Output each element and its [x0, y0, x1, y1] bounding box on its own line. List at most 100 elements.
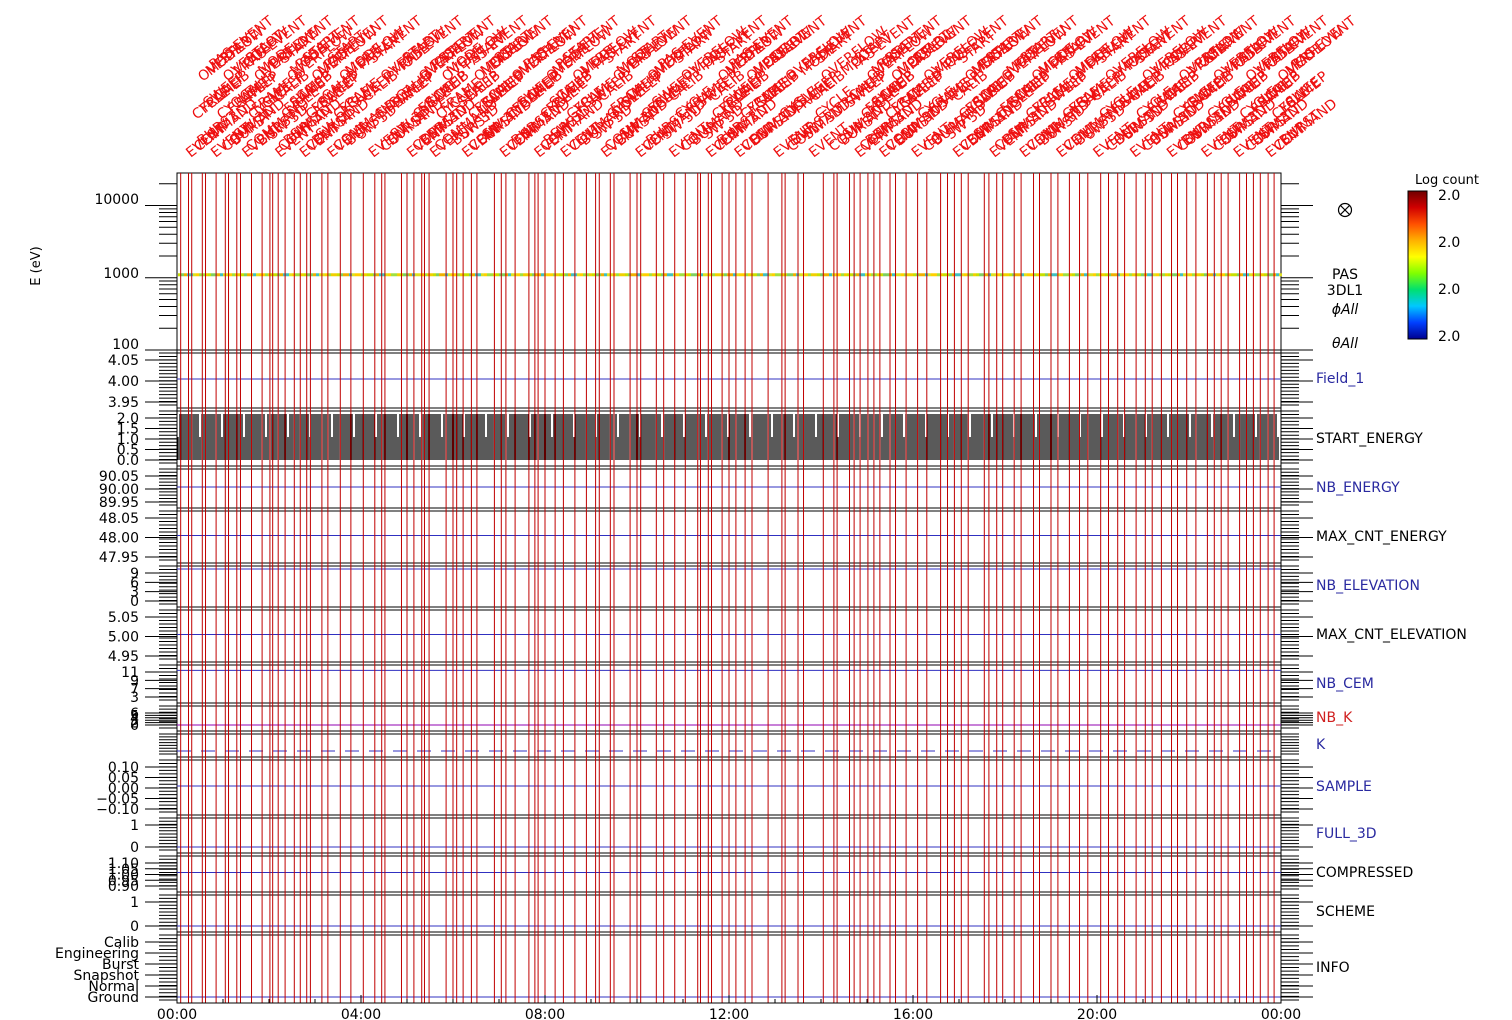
spectrogram-cell [898, 273, 901, 277]
panel-field-1: 4.05 4.00 3.95 Field_1 [108, 349, 1364, 411]
spectrogram-cell [1036, 273, 1039, 277]
time-tick-label: 04:00 [341, 1007, 381, 1020]
spectrogram-cell [1024, 273, 1027, 277]
spectrogram-cell [979, 273, 982, 277]
spectrogram-cell [1186, 273, 1189, 277]
spectrogram-cell [556, 273, 559, 277]
colorbar-tick-top: 2.0 [1438, 188, 1460, 204]
spectrogram-cell [838, 273, 841, 277]
spectrogram-cell [1231, 273, 1234, 277]
spectrogram-cell [418, 273, 421, 277]
spectrogram-cell [883, 273, 886, 277]
spectrogram-cell [877, 273, 880, 277]
spectrogram-cell [1063, 273, 1066, 277]
panel-tick-label: 0 [130, 718, 139, 734]
spectrogram-cell [304, 273, 307, 277]
spectrogram-cell [1054, 273, 1057, 277]
panel-tick-label: 0 [130, 594, 139, 610]
panel-tick-label: 6 [130, 706, 139, 722]
spectrogram-cell [568, 273, 571, 277]
panel-tick-label: 48.00 [99, 531, 139, 547]
spectrogram-cell [652, 273, 655, 277]
minor-ticks [159, 468, 1299, 506]
spectrogram-cell [220, 273, 223, 277]
spectrogram-cell [1084, 273, 1087, 277]
spectrogram-cell [1141, 273, 1144, 277]
spectrogram-cell [283, 273, 286, 277]
spectrogram-cell [481, 273, 484, 277]
spectrogram-cell [658, 273, 661, 277]
spectrogram-cell [196, 273, 199, 277]
panel-tick-label: 0.0 [117, 453, 139, 469]
spectrogram-cell [706, 273, 709, 277]
spectrogram-cell [682, 273, 685, 277]
spectrogram-cell [178, 273, 181, 277]
spectrogram-cell [709, 273, 712, 277]
spectrogram-cell [1012, 273, 1015, 277]
spectrogram-cell [298, 273, 301, 277]
spectrogram-cell [574, 273, 577, 277]
spectrogram-cell [385, 273, 388, 277]
panel-label: NB_ENERGY [1316, 480, 1400, 496]
spectrogram-cell [664, 273, 667, 277]
spectrogram-cell [1090, 273, 1093, 277]
spectrogram-cell [1033, 273, 1036, 277]
spectrogram-cell [553, 273, 556, 277]
spectrogram-cell [421, 273, 424, 277]
spectrogram-cell [790, 273, 793, 277]
spectrogram-cell [1183, 273, 1186, 277]
spectrogram-cell [1138, 273, 1141, 277]
spectrogram-cell [550, 273, 553, 277]
panel-tick-label: 0.90 [108, 879, 139, 895]
spectrogram-cell [601, 273, 604, 277]
spectrogram-cell [997, 273, 1000, 277]
colorbar-gradient [1407, 190, 1428, 340]
spectrogram-cell [730, 273, 733, 277]
panel-tick-label: 5.00 [108, 630, 139, 646]
panel-tick-label: Engineering [55, 946, 139, 962]
spectrogram-cell [307, 273, 310, 277]
spectrogram-cell [748, 273, 751, 277]
spectrogram-cell [628, 273, 631, 277]
spectrogram-cell [829, 273, 832, 277]
panel-tick-label: 0.05 [108, 771, 139, 787]
spectrogram-cell [1039, 273, 1042, 277]
spectrogram-cell [1222, 273, 1225, 277]
spectrogram-cell [1147, 273, 1150, 277]
minor-ticks [159, 817, 1299, 851]
minor-ticks [159, 352, 1299, 406]
spectrogram-cell [847, 273, 850, 277]
spectrogram-cell [934, 273, 937, 277]
spectrogram-cell [310, 273, 313, 277]
spectrogram-cell [337, 273, 340, 277]
spectrogram-cell [211, 273, 214, 277]
spectrogram-cell [712, 273, 715, 277]
spectrogram-cell [181, 273, 184, 277]
panel-label: COMPRESSED [1316, 865, 1413, 881]
spectrogram-cell [316, 273, 319, 277]
spectrogram-cell [1189, 273, 1192, 277]
spectrogram-cell [238, 273, 241, 277]
spectrogram-cell [940, 273, 943, 277]
spectrogram-cell [1225, 273, 1228, 277]
spectrogram-cell [769, 273, 772, 277]
spectrogram-cell [685, 273, 688, 277]
panel-tick-label: Normal [88, 979, 139, 995]
panel-tick-label: 1 [130, 895, 139, 911]
panel-label: INFO [1316, 960, 1350, 976]
spectrogram-cell [331, 273, 334, 277]
spectrogram-cell [424, 273, 427, 277]
spectrogram-cell [1081, 273, 1084, 277]
time-tick-label: 00:00 [157, 1007, 197, 1020]
spectrogram-cell [292, 273, 295, 277]
spectrogram-axis: E (eV) 10000 1000 100 PAS 3DL1 ϕAll θAll [29, 192, 1363, 353]
spectrogram-cell [589, 273, 592, 277]
spectrogram-cell [346, 273, 349, 277]
spectrogram-cell [1261, 273, 1264, 277]
spectrogram-cell [328, 273, 331, 277]
minor-ticks [159, 759, 1299, 813]
spectrogram-cell [325, 273, 328, 277]
spectrogram-cell [1117, 273, 1120, 277]
spectrogram-cell [202, 273, 205, 277]
spectrogram-cell [679, 273, 682, 277]
